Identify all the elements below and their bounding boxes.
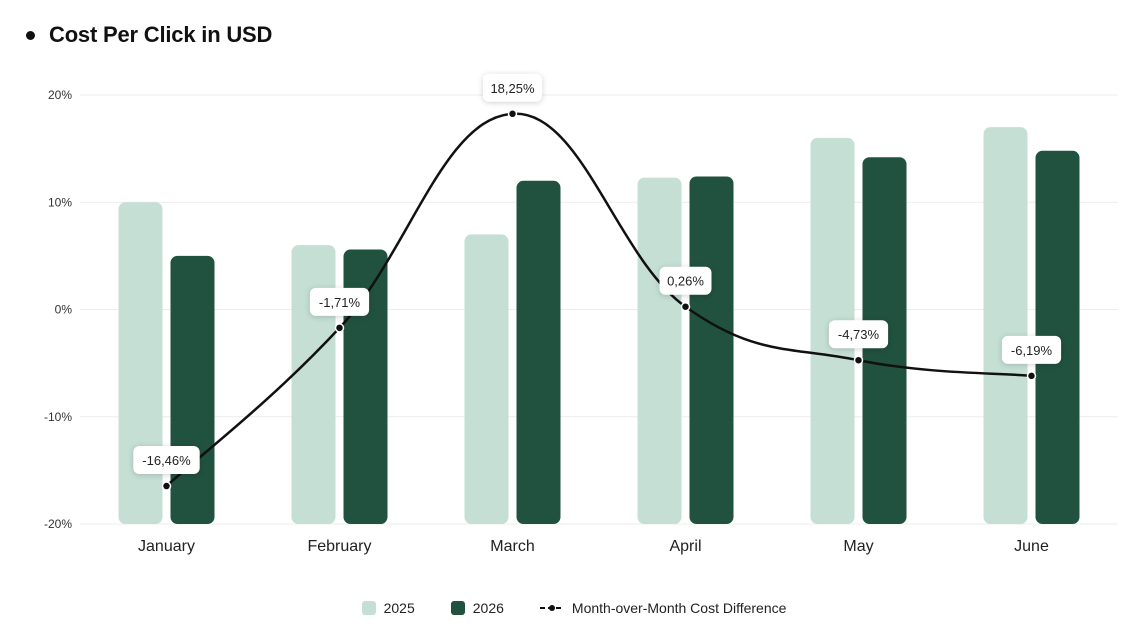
legend-swatch-2025	[361, 601, 376, 615]
mom-label-box	[133, 446, 200, 475]
mom-label-box	[659, 266, 712, 295]
mom-data-label: 0,26%	[667, 274, 704, 289]
legend-label-mom: Month-over-Month Cost Difference	[571, 600, 787, 616]
mom-label-box	[828, 320, 889, 349]
x-tick-label: March	[490, 538, 534, 555]
legend-item-2026[interactable]: 2026	[450, 600, 504, 616]
legend-label-2026: 2026	[472, 600, 504, 616]
mom-label-box	[1001, 335, 1062, 364]
mom-point	[334, 323, 345, 333]
mom-data-label: -1,71%	[319, 295, 361, 310]
x-tick-label: June	[1014, 538, 1049, 555]
mom-data-label: -6,19%	[1011, 343, 1053, 358]
legend-item-mom[interactable]: Month-over-Month Cost Difference	[539, 600, 787, 616]
mom-label-box	[482, 73, 543, 102]
bar-2026-april	[689, 176, 734, 524]
mom-label-box	[309, 287, 370, 316]
bar-2025-april	[637, 177, 682, 524]
mom-data-label: -16,46%	[142, 453, 191, 468]
legend-item-2025[interactable]: 2025	[361, 600, 415, 616]
legend-label-2025: 2025	[383, 600, 415, 616]
chart-legend: 2025 2026 Month-over-Month Cost Differen…	[0, 600, 1148, 616]
bar-2025-february	[291, 245, 336, 524]
legend-swatch-2026	[450, 601, 465, 615]
y-tick-label: -10%	[44, 410, 72, 424]
bar-2026-february	[343, 249, 388, 524]
x-tick-label: January	[138, 538, 195, 555]
title-bullet-icon	[26, 30, 35, 40]
y-tick-label: 0%	[55, 303, 73, 317]
mom-point	[853, 355, 864, 365]
x-tick-label: February	[307, 538, 371, 555]
mom-point	[1026, 371, 1037, 381]
mom-point	[680, 301, 691, 312]
bar-2026-january	[170, 255, 215, 524]
chart-title: Cost Per Click in USD	[49, 22, 273, 47]
mom-point	[507, 109, 518, 119]
mom-data-label: 18,25%	[490, 81, 535, 96]
mom-point	[161, 481, 172, 491]
bar-2025-march	[464, 234, 509, 525]
bar-2025-june	[983, 127, 1028, 525]
legend-line-swatch-icon	[539, 605, 564, 611]
x-tick-label: May	[843, 538, 873, 555]
y-tick-label: -20%	[44, 517, 72, 531]
y-tick-label: 10%	[48, 195, 72, 209]
bar-2026-march	[516, 180, 561, 525]
bar-2025-january	[118, 202, 163, 524]
mom-data-label: -4,73%	[838, 327, 880, 342]
x-tick-label: April	[669, 538, 701, 555]
chart-title-row: Cost Per Click in USD	[26, 22, 272, 48]
y-tick-label: 20%	[48, 88, 72, 102]
